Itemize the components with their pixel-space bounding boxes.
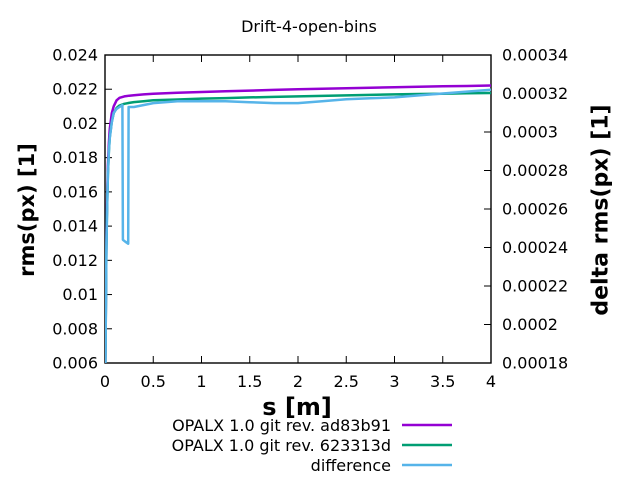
- curve-opalx-rev-623313d: [105, 91, 491, 363]
- y-tick-label: 0.02: [62, 114, 98, 133]
- chart-title: Drift-4-open-bins: [241, 17, 377, 36]
- legend-label: difference: [310, 455, 391, 475]
- y-tick-label: 0.006: [52, 354, 98, 373]
- y-tick-label: 0.024: [52, 46, 98, 65]
- y2-tick-label: 0.0002: [502, 315, 558, 334]
- y-tick-label: 0.012: [52, 251, 98, 270]
- legend-item: difference: [0, 455, 452, 475]
- x-tick-label: 4: [486, 372, 496, 391]
- legend-label: OPALX 1.0 git rev. 623313d: [171, 435, 391, 455]
- y2-tick-label: 0.0003: [502, 123, 558, 142]
- legend-item: OPALX 1.0 git rev. ad83b91: [0, 415, 452, 435]
- y-tick-label: 0.008: [52, 319, 98, 338]
- y2-tick-label: 0.00034: [502, 46, 568, 65]
- x-tick-label: 0.5: [141, 372, 166, 391]
- x-tick-label: 2.5: [334, 372, 359, 391]
- x-tick-label: 1.5: [237, 372, 262, 391]
- legend-line-sample: [402, 463, 452, 467]
- x-tick-label: 3: [389, 372, 399, 391]
- y2-tick-label: 0.00024: [502, 238, 568, 257]
- x-tick-label: 3.5: [430, 372, 455, 391]
- legend: OPALX 1.0 git rev. ad83b91 OPALX 1.0 git…: [0, 415, 452, 475]
- legend-item: OPALX 1.0 git rev. 623313d: [0, 435, 452, 455]
- y2-tick-label: 0.00032: [502, 84, 568, 103]
- legend-line-sample: [402, 423, 452, 427]
- y2-tick-label: 0.00026: [502, 200, 568, 219]
- y-tick-label: 0.014: [52, 217, 98, 236]
- curve-difference: [105, 88, 491, 363]
- y-tick-label: 0.022: [52, 80, 98, 99]
- y-tick-label: 0.018: [52, 148, 98, 167]
- legend-line-sample: [402, 443, 452, 447]
- y-tick-label: 0.016: [52, 182, 98, 201]
- x-tick-label: 1: [196, 372, 206, 391]
- x-axis-label: s [m]: [262, 393, 332, 421]
- x-tick-label: 0: [100, 372, 110, 391]
- curve-opalx-rev-ad83b91: [105, 84, 491, 363]
- plot-border: [104, 54, 492, 364]
- y2-tick-label: 0.00022: [502, 277, 568, 296]
- x-tick-label: 2: [293, 372, 303, 391]
- y2-tick-label: 0.00028: [502, 161, 568, 180]
- legend-label: OPALX 1.0 git rev. ad83b91: [172, 415, 391, 435]
- y-tick-label: 0.01: [62, 285, 98, 304]
- y2-tick-label: 0.00018: [502, 354, 568, 373]
